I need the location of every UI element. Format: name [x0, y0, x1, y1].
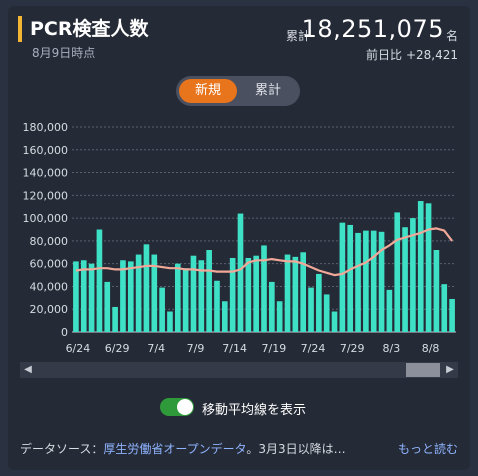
- moving-average-line: [75, 227, 453, 277]
- scroll-left-icon[interactable]: ◀: [24, 364, 32, 375]
- bar: [104, 281, 111, 332]
- bar: [112, 306, 118, 332]
- bar: [269, 281, 275, 332]
- bar: [363, 230, 369, 332]
- x-tick-label: 7/24: [301, 342, 326, 355]
- day-over-day: 前日比 +28,421: [362, 46, 458, 63]
- y-tick-label: 120,000: [23, 189, 69, 202]
- y-tick-label: 40,000: [30, 280, 69, 293]
- tab-cumulative[interactable]: 累計: [254, 83, 281, 98]
- x-tick-label: 6/29: [105, 342, 130, 355]
- bar: [402, 227, 408, 332]
- y-tick-label: 100,000: [23, 212, 69, 225]
- total-value: 18,251,075: [301, 15, 444, 43]
- bar: [292, 256, 299, 332]
- bar: [174, 263, 181, 332]
- data-source: データソース：厚生労働省オープンデータ。3月3日以降は…: [20, 440, 346, 457]
- bar: [167, 311, 173, 332]
- bar: [261, 245, 267, 332]
- x-tick-label: 7/14: [222, 342, 247, 355]
- view-toggle: 新規 累計: [176, 76, 300, 106]
- pcr-card: PCR検査人数 8月9日時点 累計 18,251,075 名 前日比 +28,42…: [8, 6, 470, 470]
- bar: [73, 261, 79, 332]
- bar: [276, 301, 283, 332]
- bar: [80, 260, 87, 332]
- bar: [339, 222, 346, 332]
- bar: [394, 212, 401, 332]
- moving-average-label: 移動平均線を表示: [202, 403, 307, 418]
- switch-knob: [177, 399, 193, 415]
- title-accent-bar: [18, 16, 22, 42]
- bar: [378, 231, 385, 332]
- bar: [127, 261, 134, 332]
- bar: [355, 232, 361, 332]
- bar: [370, 230, 377, 332]
- bar: [284, 254, 291, 332]
- diff-label: 前日比: [365, 48, 402, 62]
- bar: [229, 257, 236, 332]
- bar: [316, 273, 322, 332]
- bar: [221, 301, 228, 332]
- pcr-bar-chart: 0 20,000 40,000 60,000 80,000 100,000 120,000 1…: [23, 121, 456, 355]
- source-prefix: データソース：: [20, 442, 104, 456]
- bar: [151, 254, 158, 332]
- x-tick-label: 6/24: [66, 342, 91, 355]
- bar: [410, 218, 416, 332]
- scroll-thumb[interactable]: [406, 363, 440, 377]
- scroll-right-icon[interactable]: ▶: [446, 364, 454, 375]
- bar: [206, 250, 212, 332]
- bar: [449, 298, 455, 332]
- y-tick-label: 80,000: [30, 235, 69, 248]
- bar: [425, 203, 432, 332]
- x-tick-label: 7/29: [340, 342, 365, 355]
- bar: [433, 250, 440, 332]
- x-tick-label: 7/4: [147, 342, 165, 355]
- bar: [331, 311, 338, 332]
- bar: [386, 289, 393, 332]
- total-unit: 名: [445, 29, 458, 43]
- read-more-link[interactable]: もっと読む: [397, 442, 458, 456]
- bar: [135, 254, 142, 332]
- bar: [245, 257, 252, 332]
- bar: [300, 252, 307, 332]
- bar: [88, 263, 95, 332]
- bar: [323, 294, 330, 332]
- bar: [120, 260, 126, 332]
- page-title: PCR検査人数: [30, 18, 149, 40]
- y-tick-label: 180,000: [23, 121, 69, 134]
- bar: [198, 260, 205, 332]
- bar: [253, 255, 259, 332]
- chart-scrollbar[interactable]: ◀ ▶: [20, 362, 458, 378]
- y-tick-label: 20,000: [30, 303, 69, 316]
- y-tick-label: 0: [61, 326, 68, 339]
- moving-average-switch[interactable]: [160, 398, 194, 416]
- source-link[interactable]: 厚生労働省オープンデータ: [103, 442, 247, 456]
- x-tick-label: 7/9: [187, 342, 205, 355]
- x-tick-label: 8/8: [422, 342, 440, 355]
- as-of-date: 8月9日時点: [32, 46, 96, 60]
- x-tick-label: 7/19: [261, 342, 286, 355]
- bar: [417, 201, 424, 332]
- total-label: 累計: [285, 29, 310, 43]
- bar: [347, 224, 354, 332]
- tab-new[interactable]: 新規: [179, 79, 237, 103]
- bar: [214, 280, 220, 332]
- bar: [441, 284, 448, 332]
- bar: [159, 287, 165, 332]
- y-tick-label: 140,000: [23, 167, 69, 180]
- bar: [190, 255, 197, 332]
- bar: [237, 213, 244, 332]
- x-tick-label: 8/3: [383, 342, 401, 355]
- y-tick-label: 60,000: [30, 258, 69, 271]
- y-tick-label: 160,000: [23, 144, 69, 157]
- bar: [96, 229, 103, 332]
- bar: [308, 287, 314, 332]
- diff-value: +28,421: [405, 48, 458, 62]
- bar: [143, 244, 150, 332]
- bar: [182, 268, 189, 332]
- source-note: 。3月3日以降は…: [246, 442, 346, 456]
